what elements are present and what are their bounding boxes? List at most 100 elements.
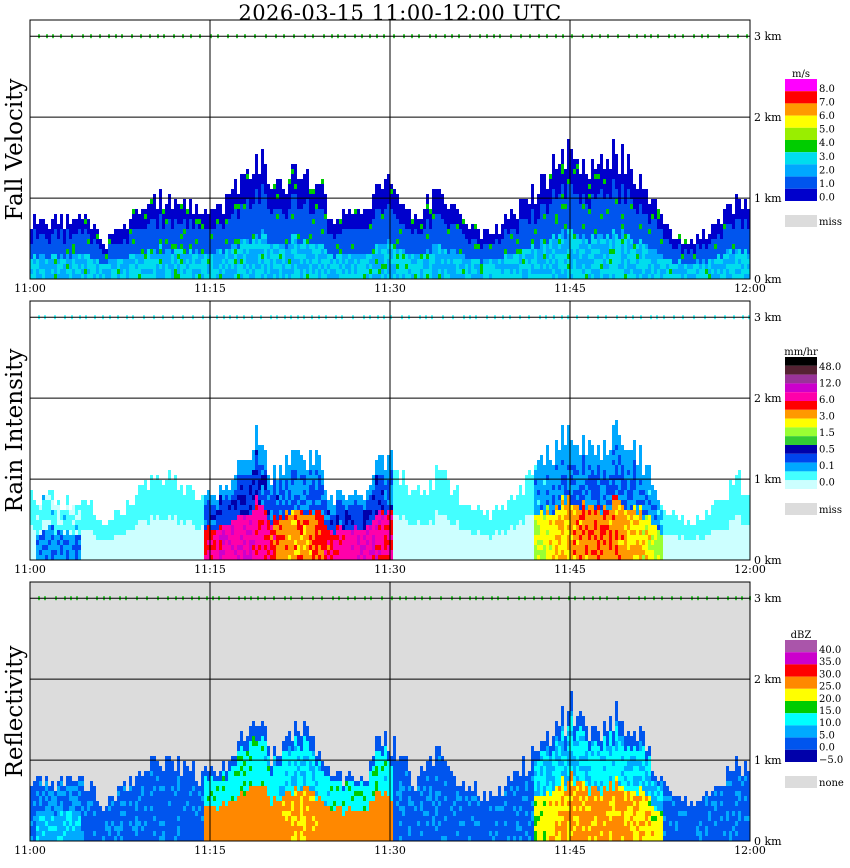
heatmap-cell xyxy=(138,254,141,259)
heatmap-cell xyxy=(141,490,144,495)
heatmap-cell xyxy=(438,234,441,239)
heatmap-cell xyxy=(303,269,306,274)
heatmap-cell xyxy=(102,249,105,254)
heatmap-cell xyxy=(249,520,252,525)
heatmap-cell xyxy=(378,234,381,239)
heatmap-cell xyxy=(579,189,582,194)
heatmap-cell xyxy=(279,239,282,244)
heatmap-cell xyxy=(294,244,297,249)
heatmap-cell xyxy=(291,209,294,214)
heatmap-cell xyxy=(516,249,519,254)
heatmap-cell xyxy=(540,179,543,184)
heatmap-cell xyxy=(609,229,612,234)
heatmap-cell xyxy=(435,189,438,194)
heatmap-cell xyxy=(702,234,705,239)
heatmap-cell xyxy=(618,249,621,254)
heatmap-cell xyxy=(36,505,39,510)
heatmap-cell xyxy=(591,204,594,209)
heatmap-cell xyxy=(462,264,465,269)
heatmap-cell xyxy=(30,269,33,274)
heatmap-cell xyxy=(126,229,129,234)
heatmap-cell xyxy=(189,264,192,269)
heatmap-cell xyxy=(735,269,738,274)
heatmap-cell xyxy=(273,535,276,540)
heatmap-cell xyxy=(204,224,207,229)
heatmap-cell xyxy=(90,229,93,234)
heatmap-cell xyxy=(174,209,177,214)
heatmap-cell xyxy=(609,204,612,209)
heatmap-cell xyxy=(306,199,309,204)
heatmap-cell xyxy=(36,515,39,520)
heatmap-cell xyxy=(234,550,237,555)
heatmap-cell xyxy=(30,515,33,520)
heatmap-cell xyxy=(489,269,492,274)
heatmap-cell xyxy=(135,209,138,214)
heatmap-cell xyxy=(468,259,471,264)
heatmap-cell xyxy=(462,274,465,279)
heatmap-cell xyxy=(705,249,708,254)
heatmap-cell xyxy=(90,525,93,530)
heatmap-cell xyxy=(447,274,450,279)
heatmap-cell xyxy=(654,214,657,219)
heatmap-cell xyxy=(627,164,630,169)
heatmap-cell xyxy=(60,520,63,525)
heatmap-cell xyxy=(339,239,342,244)
heatmap-cell xyxy=(153,530,156,535)
heatmap-cell xyxy=(54,510,57,515)
heatmap-cell xyxy=(147,510,150,515)
heatmap-cell xyxy=(309,194,312,199)
heatmap-cell xyxy=(393,224,396,229)
heatmap-cell xyxy=(555,194,558,199)
heatmap-cell xyxy=(645,209,648,214)
heatmap-cell xyxy=(261,229,264,234)
heatmap-cell xyxy=(231,229,234,234)
heatmap-cell xyxy=(57,244,60,249)
heatmap-cell xyxy=(396,244,399,249)
heatmap-cell xyxy=(576,169,579,174)
heatmap-cell xyxy=(414,229,417,234)
heatmap-cell xyxy=(120,545,123,550)
heatmap-cell xyxy=(75,520,78,525)
heatmap-cell xyxy=(528,204,531,209)
heatmap-cell xyxy=(30,495,33,500)
heatmap-cell xyxy=(177,535,180,540)
heatmap-cell xyxy=(336,254,339,259)
heatmap-cell xyxy=(591,209,594,214)
heatmap-cell xyxy=(741,239,744,244)
heatmap-cell xyxy=(234,500,237,505)
heatmap-cell xyxy=(225,259,228,264)
heatmap-cell xyxy=(555,219,558,224)
heatmap-cell xyxy=(135,249,138,254)
heatmap-cell xyxy=(528,214,531,219)
heatmap-cell xyxy=(510,269,513,274)
heatmap-cell xyxy=(246,244,249,249)
heatmap-cell xyxy=(39,545,42,550)
heatmap-cell xyxy=(714,264,717,269)
heatmap-cell xyxy=(177,495,180,500)
heatmap-cell xyxy=(621,239,624,244)
heatmap-cell xyxy=(537,219,540,224)
heatmap-cell xyxy=(120,274,123,279)
heatmap-cell xyxy=(51,540,54,545)
heatmap-cell xyxy=(249,505,252,510)
heatmap-cell xyxy=(366,269,369,274)
heatmap-cell xyxy=(543,179,546,184)
heatmap-cell xyxy=(381,249,384,254)
heatmap-cell xyxy=(174,530,177,535)
heatmap-cell xyxy=(651,264,654,269)
heatmap-cell xyxy=(495,254,498,259)
heatmap-cell xyxy=(249,214,252,219)
heatmap-cell xyxy=(231,480,234,485)
heatmap-cell xyxy=(612,144,615,149)
heatmap-cell xyxy=(153,229,156,234)
heatmap-cell xyxy=(219,264,222,269)
heatmap-cell xyxy=(363,209,366,214)
heatmap-cell xyxy=(75,234,78,239)
heatmap-cell xyxy=(600,239,603,244)
heatmap-cell xyxy=(72,219,75,224)
heatmap-cell xyxy=(270,510,273,515)
heatmap-cell xyxy=(243,244,246,249)
heatmap-cell xyxy=(564,259,567,264)
heatmap-cell xyxy=(216,239,219,244)
heatmap-cell xyxy=(249,189,252,194)
